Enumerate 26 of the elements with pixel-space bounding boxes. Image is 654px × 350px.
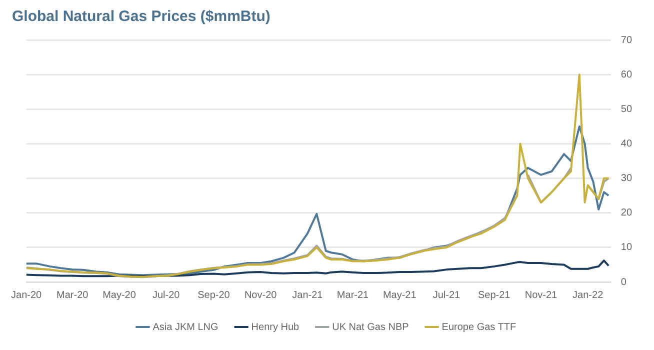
x-tick-label: Jul-21 (432, 290, 461, 301)
y-tick-label: 10 (620, 242, 632, 254)
x-tick-label: May-21 (382, 290, 417, 301)
y-tick-label: 60 (620, 69, 632, 80)
y-tick-label: 30 (620, 173, 632, 184)
y-tick-label: 20 (620, 208, 632, 219)
legend-label: UK Nat Gas NBP (332, 322, 410, 333)
chart-title: Global Natural Gas Prices ($mmBtu) (12, 8, 270, 26)
x-tick-label: Jan-21 (292, 290, 324, 301)
x-tick-label: Nov-21 (524, 290, 558, 301)
legend-label: Asia JKM LNG (152, 322, 219, 333)
legend-label: Europe Gas TTF (442, 322, 516, 333)
y-tick-label: 50 (620, 104, 632, 115)
x-tick-label: May-20 (102, 290, 136, 301)
x-tick-label: Jan-20 (11, 290, 42, 301)
x-tick-label: Jan-22 (572, 290, 604, 301)
x-tick-label: Nov-20 (244, 290, 278, 301)
x-tick-label: Mar-20 (56, 290, 89, 301)
y-tick-label: 70 (620, 34, 632, 46)
x-tick-label: Mar-21 (336, 290, 370, 301)
x-tick-label: Sep-21 (478, 290, 511, 301)
x-tick-label: Jul-20 (152, 290, 180, 301)
y-tick-label: 40 (620, 138, 632, 150)
y-tick-label: 0 (620, 276, 627, 288)
legend-label: Henry Hub (251, 322, 300, 333)
x-tick-label: Sep-20 (198, 290, 230, 301)
